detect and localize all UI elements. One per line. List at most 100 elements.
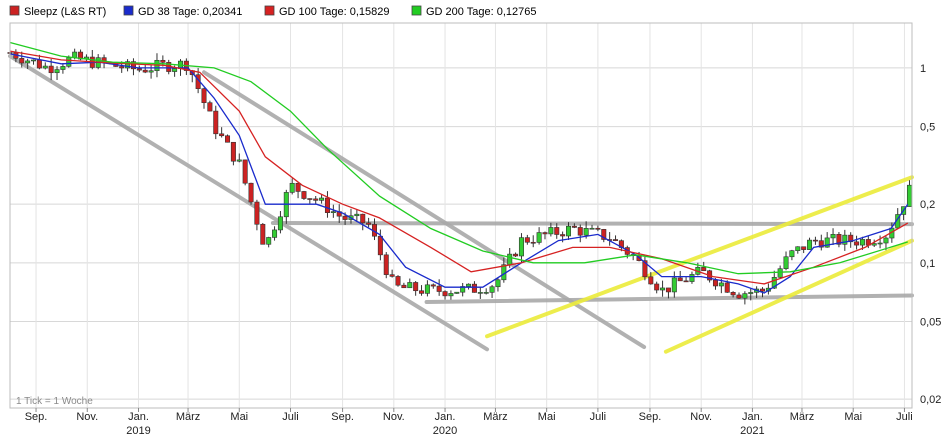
candle-body — [54, 69, 60, 74]
x-tick-label: Juli — [896, 411, 913, 423]
y-tick-label: 0,1 — [920, 258, 935, 270]
candle-body — [524, 237, 530, 243]
x-year-label: 2021 — [740, 425, 764, 437]
candle-body — [260, 223, 266, 245]
candle-body — [442, 291, 448, 297]
candle-body — [724, 282, 730, 293]
plot-frame — [9, 22, 913, 409]
x-tick-label: Mai — [538, 411, 556, 423]
candle-body — [295, 182, 301, 192]
candle-body — [812, 239, 818, 242]
y-axis: 1 0,5 0,2 0,1 0,05 0,02 — [920, 63, 941, 406]
x-year-label: 2019 — [126, 425, 150, 437]
legend-entry: GD 100 Tage: 0,15829 — [279, 6, 390, 18]
y-tick-label: 0,05 — [920, 317, 941, 329]
x-tick-label: März — [176, 411, 200, 423]
candle-body — [460, 286, 466, 293]
candle-body — [471, 283, 477, 293]
candle-body — [595, 227, 601, 230]
candle-body — [742, 293, 748, 299]
candlesticks — [7, 48, 912, 305]
x-tick-label: Jan. — [742, 411, 763, 423]
x-tick-label: März — [790, 411, 814, 423]
candle-body — [542, 232, 548, 235]
candle-body — [130, 61, 136, 70]
candle-body — [583, 228, 589, 236]
candle-body — [642, 260, 648, 278]
tick-note: 1 Tick = 1 Woche — [16, 396, 93, 407]
candle-body — [272, 229, 278, 238]
candle-body — [789, 250, 795, 258]
candle-body — [824, 237, 830, 248]
candle-body — [266, 237, 272, 245]
candle-body — [436, 285, 442, 292]
candle-body — [613, 239, 619, 241]
candle-body — [712, 279, 718, 287]
candle-body — [730, 292, 736, 296]
candle-body — [836, 234, 842, 245]
candle-body — [466, 283, 472, 287]
candle-body — [571, 225, 577, 228]
trendlines — [8, 54, 914, 354]
candle-body — [125, 61, 131, 69]
candle-body — [136, 68, 142, 71]
x-tick-label: Jan. — [435, 411, 456, 423]
candle-body — [818, 240, 824, 248]
candle-body — [213, 110, 219, 135]
candle-body — [507, 253, 513, 265]
candle-body — [148, 70, 154, 73]
candle-body — [230, 141, 236, 162]
candle-body — [560, 234, 566, 237]
candle-body — [72, 51, 78, 58]
legend-swatch — [264, 5, 275, 16]
x-tick-label: Mai — [844, 411, 862, 423]
candle-body — [848, 234, 854, 243]
legend-entry: GD 38 Tage: 0,20341 — [138, 6, 242, 18]
candle-body — [389, 274, 395, 277]
candle-body — [142, 69, 148, 73]
candle-body — [654, 283, 660, 291]
candle-body — [548, 227, 554, 235]
y-tick-label: 0,02 — [920, 394, 941, 406]
candle-body — [665, 287, 671, 293]
candle-body — [354, 213, 360, 217]
candle-body — [801, 246, 807, 250]
candle-body — [313, 198, 319, 201]
x-year-label: 2020 — [433, 425, 457, 437]
candle-body — [301, 191, 307, 199]
candle-body — [307, 198, 313, 200]
candle-body — [289, 182, 295, 193]
trend-line — [663, 238, 914, 354]
candle-body — [489, 286, 495, 293]
candle-body — [871, 243, 877, 246]
candle-body — [277, 216, 283, 231]
candle-body — [477, 292, 483, 294]
x-axis: Sep. Nov. Jan. 2019 März Mai Juli Sep. Nov. Jan. 2… — [25, 408, 913, 437]
y-tick-label: 0,5 — [920, 122, 935, 134]
candle-body — [554, 227, 560, 235]
x-tick-label: Jan. — [128, 411, 149, 423]
trend-line — [424, 293, 914, 304]
trend-line — [8, 54, 490, 352]
x-tick-label: Juli — [282, 411, 299, 423]
x-tick-label: Mai — [230, 411, 248, 423]
candle-body — [48, 65, 54, 74]
candle-body — [395, 276, 401, 286]
candle-body — [225, 135, 231, 143]
candle-body — [242, 159, 248, 184]
candle-body — [401, 284, 407, 289]
candle-body — [483, 292, 489, 294]
candle-body — [601, 229, 607, 240]
trend-line — [485, 175, 914, 339]
candle-body — [495, 279, 501, 288]
x-tick-label: Sep. — [639, 411, 662, 423]
candle-body — [536, 232, 542, 243]
candle-body — [883, 237, 889, 244]
candle-body — [854, 241, 860, 246]
candle-body — [160, 59, 166, 63]
candle-body — [36, 59, 42, 69]
candle-body — [19, 58, 25, 64]
candle-body — [677, 277, 683, 282]
legend: Sleepz (L&S RT) GD 38 Tage: 0,20341 GD 100… — [9, 5, 537, 18]
